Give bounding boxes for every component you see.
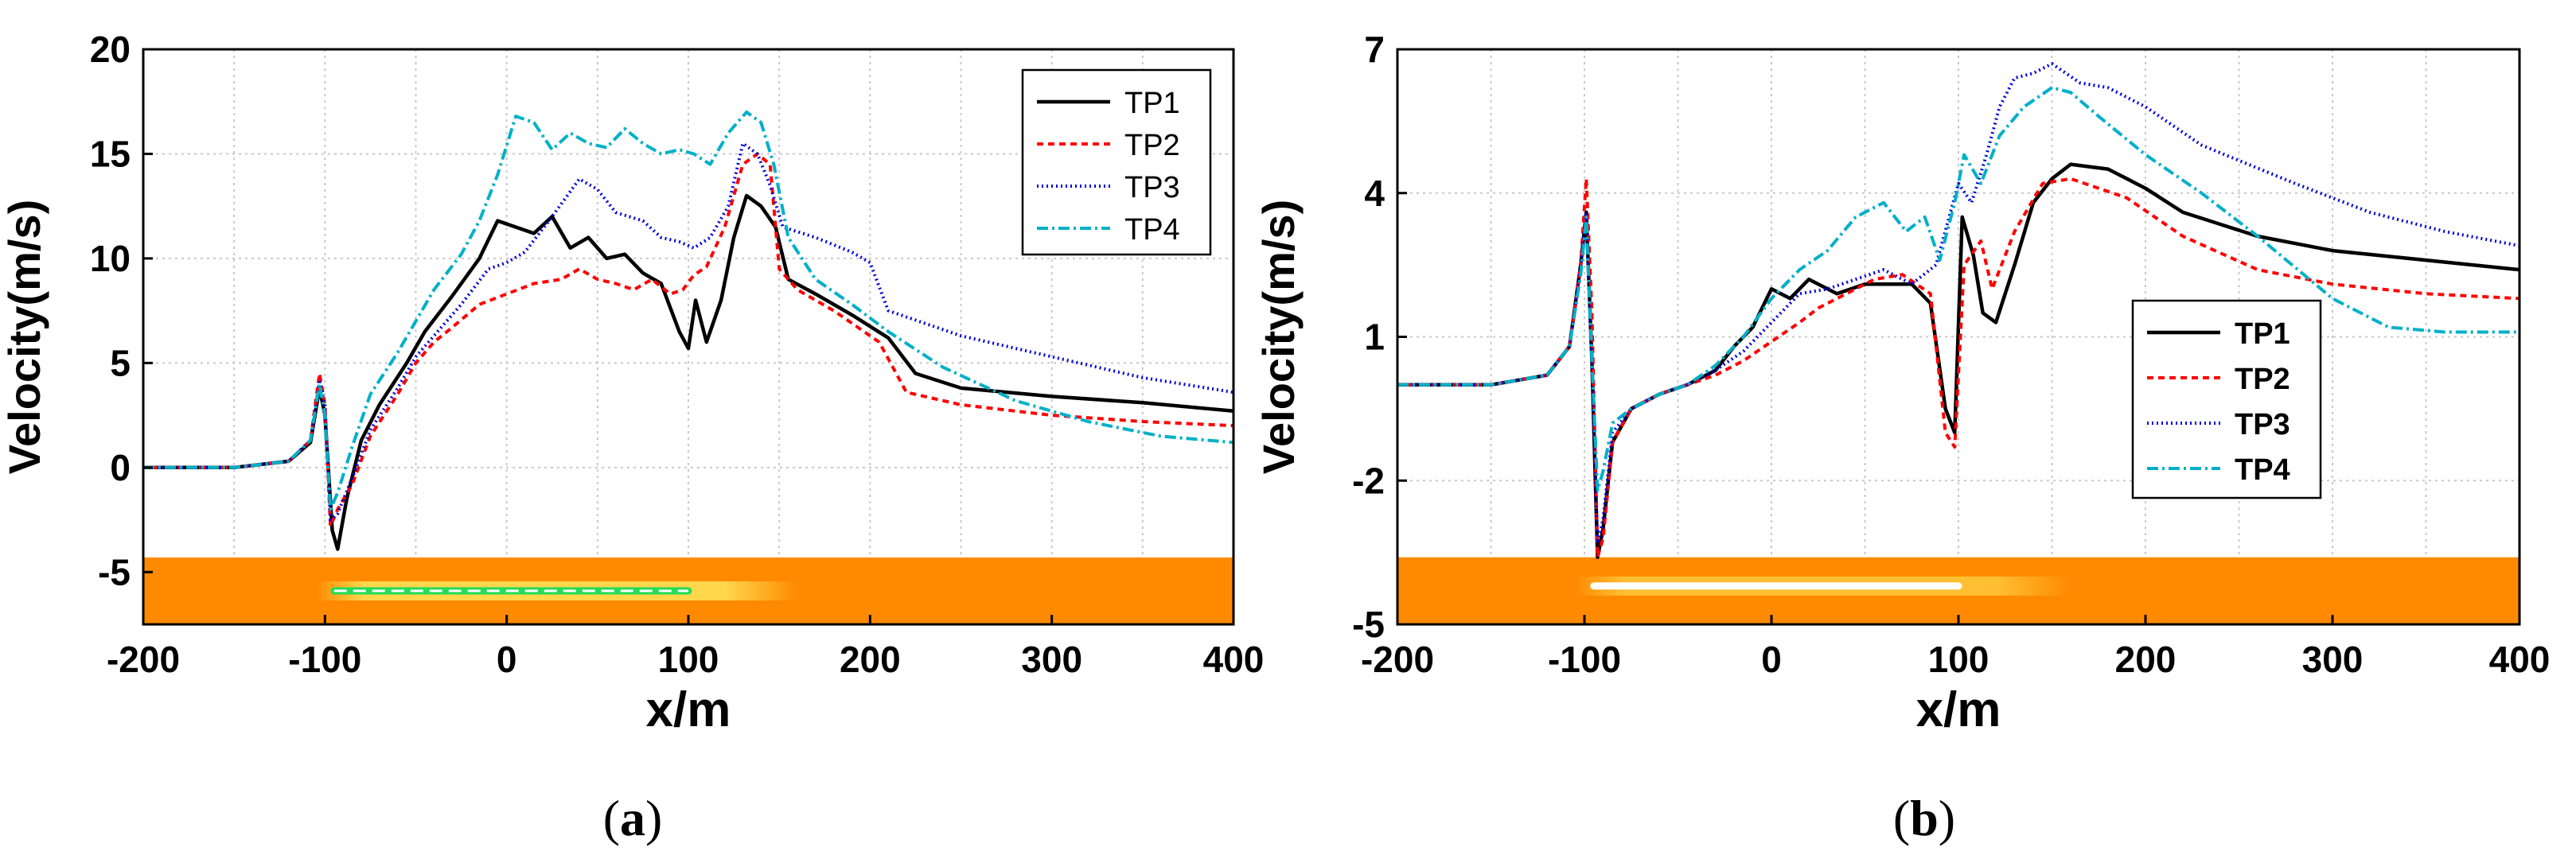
chart-a-grid [143, 49, 1233, 624]
chart-a-legend-label-tp3: TP3 [1124, 171, 1180, 204]
chart-b-legend-label-tp1: TP1 [2235, 317, 2290, 351]
chart-b-xlabel: x/m [1916, 682, 2001, 737]
chart-a-legend-label-tp1: TP1 [1124, 87, 1180, 120]
chart-a-series-group [143, 110, 1233, 551]
chart-b-legend-label-tp4: TP4 [2235, 453, 2290, 487]
chart-b-xtick-label: -200 [1361, 639, 1434, 680]
chart-b-xtick-label: 400 [2489, 639, 2551, 680]
chart-a-xtick-label: 200 [840, 639, 901, 680]
chart-a-ylabel: Velocity(m/s) [0, 200, 49, 474]
chart-b-ytick-label: -2 [1352, 460, 1385, 501]
panel-a: -200 -100 0 100 200 300 400 -5 0 5 10 15 20 x/m Veloci… [0, 29, 1264, 737]
chart-a-xtick-label: 400 [1203, 639, 1265, 680]
chart-a-legend-label-tp4: TP4 [1124, 213, 1180, 247]
chart-b-legend-box [2131, 299, 2322, 499]
chart-a-ytick-label: -5 [98, 551, 131, 593]
chart-b-series-tp3 [1397, 62, 2519, 545]
chart-a-xlabel: x/m [646, 682, 731, 737]
chart-a-legend-box [1021, 68, 1212, 256]
chart-b-xtick-label: 300 [2302, 639, 2364, 680]
chart-b-xtick-label: -100 [1548, 639, 1621, 680]
chart-a-xtick-label: 300 [1021, 639, 1082, 680]
chart-b-ytick-label: 4 [1364, 173, 1385, 214]
chart-b-xtick-label: 100 [1928, 639, 1989, 680]
chart-a-ytick-label: 20 [90, 29, 131, 70]
chart-a-ytick-label: 5 [110, 342, 131, 383]
chart-b-ytick-label: 7 [1364, 29, 1385, 70]
chart-b-ylabel: Velocity(m/s) [1253, 200, 1304, 474]
panel-b: -200 -100 0 100 200 300 400 -5 -2 1 4 7 x/m Velocity(… [1253, 29, 2550, 737]
chart-b-legend-label-tp3: TP3 [2235, 408, 2290, 441]
caption-a: (a) [603, 790, 663, 846]
chart-a-series-tp3 [143, 142, 1233, 522]
chart-b-series-tp1 [1397, 162, 2519, 559]
chart-b-xtick-label: 0 [1761, 639, 1782, 680]
chart-a-legend-label-tp2: TP2 [1124, 129, 1180, 162]
chart-a-series-tp4 [143, 110, 1233, 511]
chart-a-ytick-label: 0 [110, 447, 131, 488]
chart-b-series-tp2 [1397, 177, 2519, 559]
chart-b-ytick-label: -5 [1352, 604, 1385, 645]
chart-a-ytick-label: 10 [90, 238, 131, 279]
chart-a-xtick-label: 100 [658, 639, 719, 680]
chart-a-xtick-label: -200 [107, 639, 180, 680]
chart-a-legend: TP1 TP2 TP3 TP4 [1021, 68, 1212, 256]
chart-b-legend-label-tp2: TP2 [2235, 363, 2290, 396]
chart-a-xtick-label: 0 [497, 639, 517, 680]
chart-a-ytick-label: 15 [90, 133, 131, 174]
chart-b-ytick-label: 1 [1364, 317, 1385, 358]
chart-b-series-tp4 [1397, 86, 2519, 492]
chart-b-legend: TP1 TP2 TP3 TP4 [2131, 299, 2322, 499]
chart-b-xtick-label: 200 [2115, 639, 2177, 680]
caption-b: (b) [1893, 790, 1955, 846]
chart-a-xtick-label: -100 [288, 639, 361, 680]
chart-a-series-tp1 [143, 193, 1233, 551]
chart-b-series-group [1397, 62, 2519, 559]
